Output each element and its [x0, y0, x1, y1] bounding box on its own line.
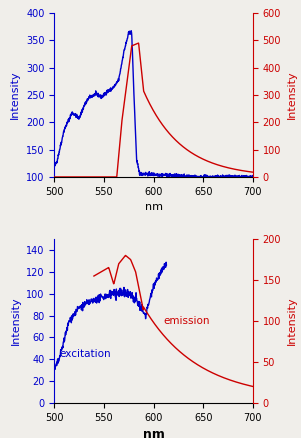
X-axis label: nm: nm	[143, 428, 164, 438]
X-axis label: nm: nm	[144, 202, 163, 212]
Y-axis label: Intensity: Intensity	[10, 71, 20, 119]
Text: emission: emission	[163, 316, 210, 326]
Y-axis label: Intensity: Intensity	[287, 297, 296, 346]
Text: excitation: excitation	[59, 349, 111, 359]
Y-axis label: Intensity: Intensity	[287, 71, 296, 119]
Y-axis label: Intensity: Intensity	[11, 297, 20, 346]
